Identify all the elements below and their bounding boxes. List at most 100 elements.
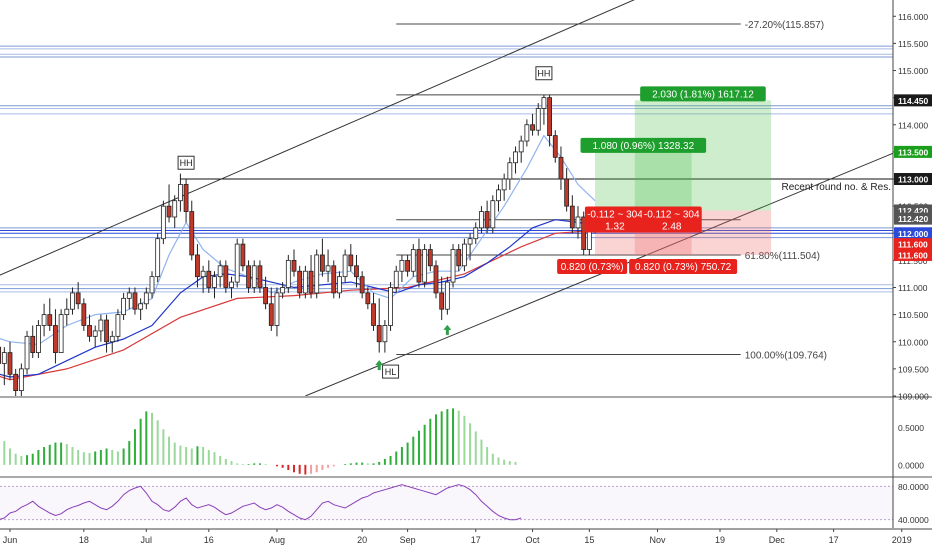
candle-down bbox=[416, 249, 422, 283]
time-tick-label: 17 bbox=[829, 535, 839, 545]
candle-up bbox=[155, 238, 161, 278]
price-tick-label: 114.000 bbox=[898, 120, 928, 130]
candle-down bbox=[581, 216, 587, 250]
position-boxes bbox=[595, 100, 772, 255]
candle-up bbox=[490, 200, 496, 229]
candle-up bbox=[121, 297, 126, 316]
price-tick-label: 109.500 bbox=[898, 364, 929, 374]
candle-up bbox=[41, 314, 47, 326]
candle-up bbox=[1, 352, 7, 364]
ma-slow-red bbox=[0, 229, 596, 381]
candle-down bbox=[268, 303, 274, 326]
candle-up bbox=[18, 368, 24, 391]
candle-up bbox=[467, 238, 473, 245]
profit-label: 1.080 (0.96%) 1328.32 bbox=[592, 141, 694, 152]
candle-up bbox=[524, 124, 530, 142]
candle-up bbox=[473, 227, 479, 240]
candle-up bbox=[535, 108, 541, 131]
candle-down bbox=[319, 254, 325, 272]
candle-down bbox=[371, 303, 376, 326]
price-tick-label: 111.000 bbox=[898, 283, 928, 293]
loss-label: 0.820 (0.73%) bbox=[561, 262, 624, 273]
price-tag bbox=[894, 248, 932, 261]
price-tick-label: 110.500 bbox=[898, 310, 928, 320]
candle-up bbox=[501, 178, 507, 191]
candle-up bbox=[217, 265, 223, 278]
rsi-tick-label: 40.0000 bbox=[898, 515, 929, 525]
candle-down bbox=[354, 265, 359, 278]
candle-up bbox=[325, 265, 331, 272]
candle-down bbox=[240, 243, 246, 267]
candle-down bbox=[47, 314, 53, 326]
candle-down bbox=[405, 259, 411, 272]
swing-label-box bbox=[535, 66, 553, 81]
channel-line bbox=[0, 0, 635, 276]
candle-up bbox=[138, 303, 144, 310]
candle-down bbox=[359, 276, 365, 294]
moving-averages bbox=[0, 134, 596, 381]
candle-up bbox=[518, 140, 524, 153]
rsi-band bbox=[0, 486, 893, 520]
main-panel: -27.20%(115.857) 100.00%(109.764) 61.80%(1… bbox=[0, 0, 893, 396]
candle-up bbox=[285, 259, 291, 288]
stop-label-box bbox=[584, 206, 645, 233]
price-tag-label: 112.420 bbox=[898, 214, 929, 224]
time-tick-label: Aug bbox=[269, 535, 285, 545]
time-tick-label: Sep bbox=[400, 535, 416, 545]
candle-up bbox=[177, 184, 183, 202]
candle-down bbox=[166, 205, 172, 218]
channel-line bbox=[305, 152, 893, 396]
candle-down bbox=[87, 325, 92, 337]
time-tick-label: 20 bbox=[357, 535, 367, 545]
candle-up bbox=[149, 276, 155, 294]
up-arrow-icon bbox=[375, 360, 384, 371]
candle-down bbox=[530, 124, 535, 131]
candle-up bbox=[58, 314, 64, 354]
candle-down bbox=[206, 270, 212, 288]
time-tick-label: 15 bbox=[584, 535, 594, 545]
osc-tick-label: 0.5000 bbox=[898, 423, 924, 433]
candle-down bbox=[552, 135, 558, 158]
time-tick-label: Oct bbox=[526, 535, 541, 545]
swing-label: HH bbox=[180, 158, 193, 168]
fib-label: -27.20%(115.857) bbox=[745, 20, 824, 31]
candle-down bbox=[484, 211, 490, 229]
price-tag bbox=[894, 145, 932, 158]
candle-up bbox=[342, 254, 348, 278]
candle-down bbox=[183, 184, 189, 212]
time-tick-label: 16 bbox=[204, 535, 214, 545]
candle-down bbox=[297, 270, 303, 294]
price-tick-label: 115.000 bbox=[898, 66, 928, 76]
candlesticks bbox=[0, 94, 598, 396]
price-tag bbox=[894, 173, 932, 186]
loss-label-box bbox=[629, 258, 738, 274]
profit-label: 2.030 (1.81%) 1617.12 bbox=[652, 89, 754, 100]
time-tick-label: Nov bbox=[650, 535, 667, 545]
candle-up bbox=[172, 200, 178, 218]
time-tick-label: Jun bbox=[3, 535, 18, 545]
level-note: Recent round no. & Res. bbox=[781, 182, 891, 193]
candle-down bbox=[132, 292, 138, 310]
oscillator-panel bbox=[0, 396, 932, 475]
swing-label: HL bbox=[385, 367, 397, 377]
candle-up bbox=[200, 270, 206, 278]
candle-down bbox=[30, 335, 36, 354]
stop-label-box bbox=[641, 206, 702, 233]
price-tag bbox=[894, 212, 932, 225]
candle-up bbox=[496, 189, 501, 202]
stop-label-line: -0.112 ~ 304 bbox=[644, 209, 700, 220]
swing-label-box bbox=[177, 155, 195, 170]
candle-down bbox=[376, 325, 382, 343]
candle-down bbox=[195, 254, 200, 278]
candle-up bbox=[302, 270, 308, 294]
candle-down bbox=[13, 373, 19, 391]
candle-down bbox=[0, 346, 2, 364]
stop-label-line: 1.32 bbox=[605, 221, 625, 232]
candle-down bbox=[439, 292, 445, 310]
candle-down bbox=[104, 319, 109, 343]
candle-up bbox=[513, 151, 518, 164]
candle-down bbox=[427, 249, 433, 267]
candle-up bbox=[382, 325, 388, 343]
price-tick-label: 109.000 bbox=[898, 392, 929, 402]
